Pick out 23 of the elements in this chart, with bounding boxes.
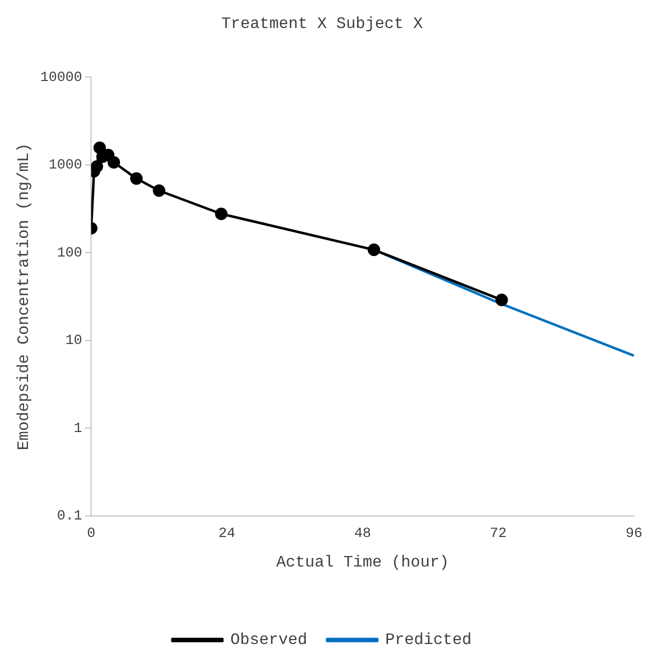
point	[215, 208, 228, 220]
y-tick-label: 1	[74, 420, 82, 437]
x-tick-label: 72	[490, 526, 507, 542]
point	[91, 160, 104, 173]
x-tick-label: 0	[87, 526, 96, 542]
x-tick-label: 96	[626, 526, 642, 542]
point	[368, 244, 380, 256]
y-tick-label: 1000	[48, 158, 82, 174]
legend-label: Predicted	[385, 631, 472, 650]
x-tick-label: 48	[354, 526, 372, 542]
y-axis-title: Emodepside Concentration (ng/mL)	[14, 142, 33, 450]
x-axis-title: Actual Time (hour)	[276, 554, 450, 572]
point	[495, 294, 508, 306]
x-tick-label: 24	[218, 526, 236, 542]
legend-label: Observed	[230, 631, 308, 650]
point	[108, 156, 120, 169]
y-tick-label: 100	[56, 245, 82, 262]
chart-title: Treatment X Subject X	[221, 14, 424, 33]
y-tick-label: 10000	[40, 70, 82, 86]
point	[152, 184, 166, 197]
point	[130, 172, 143, 185]
y-tick-label: 10	[65, 333, 82, 350]
y-tick-label: 0.1	[56, 508, 82, 525]
